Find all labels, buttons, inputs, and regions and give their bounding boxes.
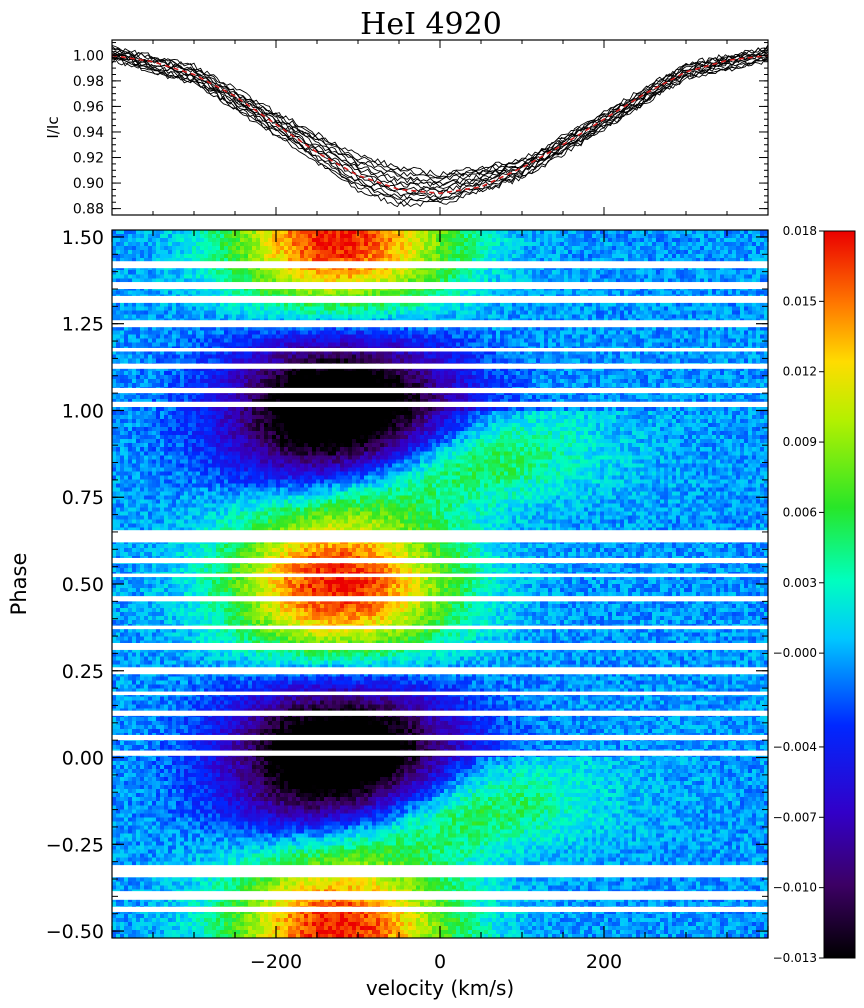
line-profile-y-label: I/Ic [44,116,62,138]
velocity-tick-label: 200 [586,951,622,973]
phase-gap [112,891,768,900]
spectrum-line [111,54,769,201]
line-profile-y-ticks: 0.88 0.90 0.92 0.94 0.96 0.98 1.00 [73,42,768,218]
phase-gap [112,348,768,352]
phase-tick-label: −0.50 [46,921,104,943]
colorbar-tick-label: 0.003 [783,576,817,590]
colorbar-tick-label: 0.009 [783,435,817,449]
phase-gap [112,573,768,578]
chart-title: HeI 4920 [360,7,502,42]
phase-axis-label: Phase [7,553,31,616]
profile-lines [111,54,769,195]
phase-tick-label: 0.25 [62,661,104,683]
spectrum-line [111,47,769,179]
phase-tick-label: −0.25 [46,834,104,856]
phase-gap [112,625,768,630]
spectrum-line [111,49,769,186]
colorbar-tick-label: −0.013 [773,951,817,965]
y-tick-label: 0.92 [73,151,104,167]
colorbar-tick-label: −0.004 [773,740,817,754]
colorbar-tick-label: 0.018 [783,224,817,238]
line-profile-frame [111,39,769,216]
colorbar-tick-label: −0.007 [773,810,817,824]
y-tick-label: 0.96 [73,99,104,115]
colorbar-tick-label: 0.012 [783,365,817,379]
y-tick-label: 0.90 [73,176,104,192]
phase-gap [112,282,768,289]
y-tick-label: 0.98 [73,74,104,90]
spectra-bundle [111,44,769,208]
dynamic-spectrum-heatmap [112,230,768,938]
colorbar-tick-label: 0.015 [783,294,817,308]
phase-tick-label: 0.75 [62,487,104,509]
phase-gap [112,295,768,303]
dynamic-spectrum-panel: −0.50 −0.25 0.00 0.25 0.50 0.75 1.00 1.25 1.50 −… [7,227,769,1000]
line-profile-x-ticks [111,40,769,215]
phase-gap [112,320,768,328]
phase-gap [112,667,768,675]
phase-gap [112,261,768,269]
velocity-axis-label: velocity (km/s) [366,976,514,1000]
colorbar: 0.018 0.015 0.012 0.009 0.006 0.003 −0.000 −0.0… [773,224,856,965]
colorbar-ticks: 0.018 0.015 0.012 0.009 0.006 0.003 −0.000 −0.0… [773,224,824,965]
phase-tick-label: 1.50 [62,227,104,249]
phase-gap [112,530,768,543]
spectrum-line [111,55,769,198]
phase-tick-label: 1.00 [62,400,104,422]
phase-tick-label: 1.25 [62,314,104,336]
spectrum-line [111,44,769,178]
colorbar-tick-label: −0.000 [773,646,817,660]
phase-gap [112,865,768,878]
phase-gap [112,750,768,756]
y-tick-label: 0.88 [73,202,104,218]
phase-gap [112,710,768,716]
phase-gap [112,557,768,564]
spectrum-line [111,45,769,179]
phase-ticks: −0.50 −0.25 0.00 0.25 0.50 0.75 1.00 1.25 1.50 [46,227,768,943]
spectrum-line [111,50,769,188]
colorbar-tick-label: 0.006 [783,505,817,519]
phase-gaps [112,261,768,912]
phase-gap [112,363,768,369]
phase-gap [112,643,768,650]
spectrum-line [111,51,769,190]
spectrum-line [111,56,769,202]
phase-tick-label: 0.50 [62,574,104,596]
y-tick-label: 1.00 [73,48,104,64]
phase-gap [112,906,768,912]
velocity-tick-label: −200 [250,951,302,973]
mean-profile-line [111,54,769,195]
colorbar-gradient [823,230,856,959]
velocity-tick-label: 0 [434,951,446,973]
phase-gap [112,596,768,602]
phase-tick-label: 0.00 [62,748,104,770]
phase-gap [112,691,768,696]
velocity-ticks: −200 0 200 [111,230,769,973]
line-profile-panel: 0.88 0.90 0.92 0.94 0.96 0.98 1.00 I/Ic [44,39,769,218]
phase-gap [112,387,768,394]
spectrum-line [111,49,769,183]
phase-gap [112,734,768,741]
y-tick-label: 0.94 [73,125,104,141]
phase-gap [112,401,768,407]
colorbar-tick-label: −0.010 [773,881,817,895]
